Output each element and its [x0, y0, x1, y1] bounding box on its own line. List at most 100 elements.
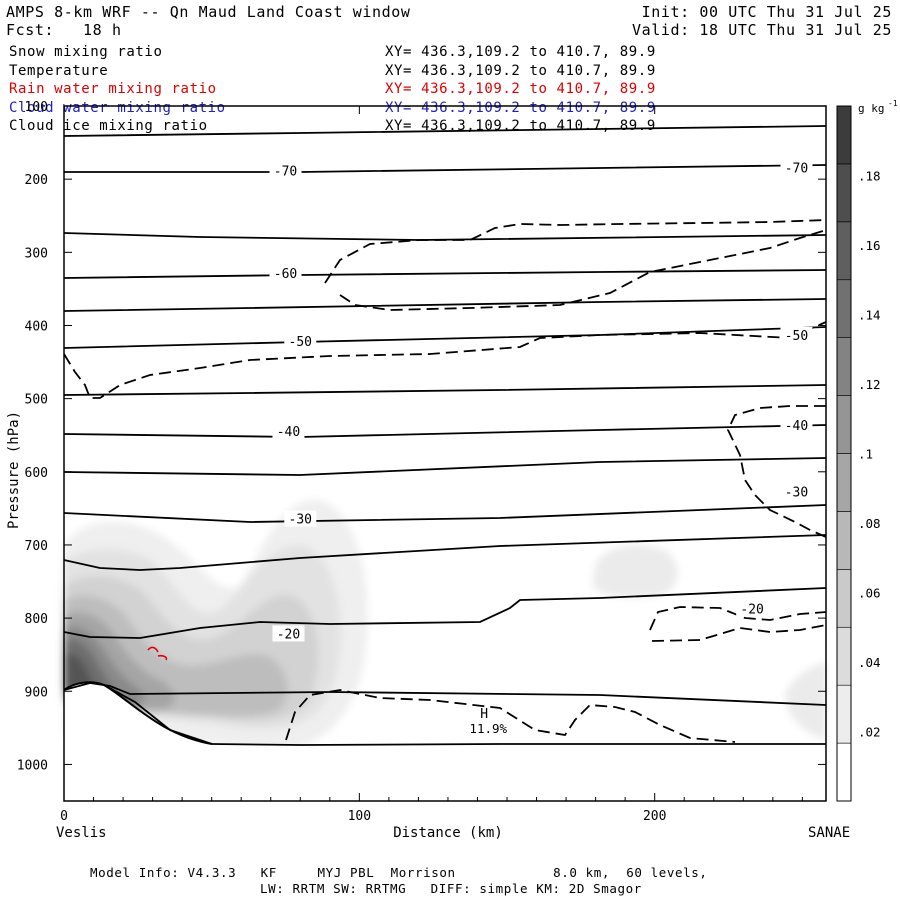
- isotherm-label: -50: [785, 329, 808, 344]
- isotherm: [63, 232, 827, 241]
- label-bg: [780, 416, 813, 433]
- colorbar-tick-label: .12: [858, 377, 881, 392]
- right-endpoint-label: SANAE: [808, 825, 850, 841]
- y-tick-label: 200: [25, 173, 48, 188]
- isotherm: [63, 534, 827, 571]
- left-endpoint-label: Veslis: [56, 825, 107, 841]
- cloud-ice-contour: [651, 624, 827, 642]
- isotherm-label: -60: [274, 267, 297, 282]
- terrain-mask: [64, 682, 826, 801]
- colorbar-tick-label: .16: [858, 238, 881, 253]
- colorbar-cell: [836, 105, 852, 165]
- field-name: Cloud ice mixing ratio: [9, 118, 208, 134]
- y-tick-label: 400: [25, 319, 48, 334]
- cloud-ice-contour: [649, 606, 827, 631]
- colorbar-tick-label: .1: [858, 447, 873, 462]
- colorbar-cell: [836, 684, 852, 744]
- field-name: Cloud water mixing ratio: [9, 99, 226, 116]
- label-bg: [780, 483, 813, 500]
- label-bg: [272, 422, 305, 439]
- cloud-ice-contour: [727, 405, 827, 538]
- colorbar-tick-label: .08: [858, 516, 881, 531]
- colorbar-cell: [836, 221, 852, 281]
- cloud-ice-contour: [63, 321, 827, 399]
- field-xy: XY= 436.3,109.2 to 410.7, 89.9: [385, 99, 656, 116]
- colorbar-tick-label: .18: [858, 169, 881, 184]
- snow-shading: [64, 499, 826, 750]
- isotherm: [211, 743, 826, 746]
- isotherm: [64, 164, 827, 173]
- forecast-hour: Fcst: 18 h: [6, 21, 122, 39]
- isotherm: [63, 384, 827, 396]
- footer-model-info: Model Info: V4.3.3 KF MYJ PBL Morrison 8…: [90, 865, 708, 880]
- isotherm: [103, 684, 213, 745]
- footer-physics-info: LW: RRTM SW: RRTMG DIFF: simple KM: 2D S…: [260, 881, 642, 896]
- colorbar-cell: [836, 511, 852, 570]
- isotherm: [63, 587, 827, 639]
- isotherm-label: -70: [785, 161, 808, 176]
- field-name: Temperature: [9, 62, 109, 79]
- x-tick-label: 0: [60, 809, 68, 824]
- isotherm-label: -30: [785, 486, 808, 501]
- high-value-label: 11.9%: [469, 721, 507, 736]
- label-bg: [736, 600, 769, 617]
- x-axis-label: Distance (km): [393, 825, 503, 841]
- cloud-ice-contour: [324, 219, 827, 284]
- isotherm-label: -40: [277, 425, 300, 440]
- colorbar-cell: [836, 395, 852, 454]
- isotherm: [63, 504, 827, 523]
- y-tick-label: 500: [25, 393, 48, 408]
- label-bg: [284, 332, 317, 349]
- colorbar-tick-label: .02: [858, 725, 881, 740]
- label-bg: [272, 625, 305, 642]
- colorbar-cell: [836, 279, 852, 338]
- field-xy: XY= 436.3,109.2 to 410.7, 89.9: [385, 62, 656, 79]
- colorbar-cell: [836, 337, 852, 396]
- field-xy: XY= 436.3,109.2 to 410.7, 89.9: [385, 44, 656, 60]
- high-label: H: [480, 707, 488, 722]
- isotherm-label: -50: [289, 335, 312, 350]
- isotherm: [63, 125, 827, 137]
- y-axis-label: Pressure (hPa): [6, 411, 22, 529]
- colorbar-tick-label: .04: [858, 655, 881, 670]
- y-tick-label: 700: [25, 539, 48, 554]
- isotherm-label: -30: [289, 513, 312, 528]
- isotherm: [63, 326, 827, 349]
- colorbar-frame: [836, 105, 852, 802]
- rain-water-contour: [147, 646, 168, 661]
- plot-frame: [63, 105, 827, 802]
- colorbar-cell: [836, 742, 852, 802]
- colorbar-cell: [836, 626, 852, 686]
- field-name: Snow mixing ratio: [9, 44, 163, 60]
- isotherm-label: -40: [785, 419, 808, 434]
- label-bg: [269, 162, 302, 179]
- colorbar-unit-exponent: -1: [888, 99, 898, 108]
- field-name: Rain water mixing ratio: [9, 81, 217, 97]
- isotherm: [63, 269, 827, 279]
- colorbar-cell: [836, 569, 852, 628]
- x-tick-label: 200: [643, 809, 666, 824]
- colorbar-cell: [836, 453, 852, 512]
- valid-time: Valid: 18 UTC Thu 31 Jul 25: [631, 21, 892, 39]
- label-bg: [269, 264, 302, 281]
- cloud-ice-contour: [339, 229, 827, 311]
- isotherm: [63, 682, 827, 706]
- colorbar-tick-label: .06: [858, 586, 881, 601]
- isotherm-label: -20: [740, 603, 763, 618]
- snow-contour: [785, 662, 826, 740]
- label-bg: [780, 159, 813, 176]
- colorbar-tick-label: .14: [858, 308, 881, 323]
- y-tick-label: 800: [25, 612, 48, 627]
- label-bg: [284, 510, 317, 527]
- isotherm: [63, 424, 827, 438]
- label-bg: [780, 326, 813, 343]
- x-tick-label: 100: [348, 809, 371, 824]
- colorbar-unit: g kg: [858, 102, 885, 115]
- init-time: Init: 00 UTC Thu 31 Jul 25: [641, 3, 892, 21]
- chart-title: AMPS 8-km WRF -- Qn Maud Land Coast wind…: [6, 3, 411, 21]
- y-tick-label: 600: [25, 466, 48, 481]
- field-xy: XY= 436.3,109.2 to 410.7, 89.9: [385, 81, 656, 97]
- isotherm-label: -70: [274, 164, 297, 179]
- y-tick-label: 100: [25, 100, 48, 115]
